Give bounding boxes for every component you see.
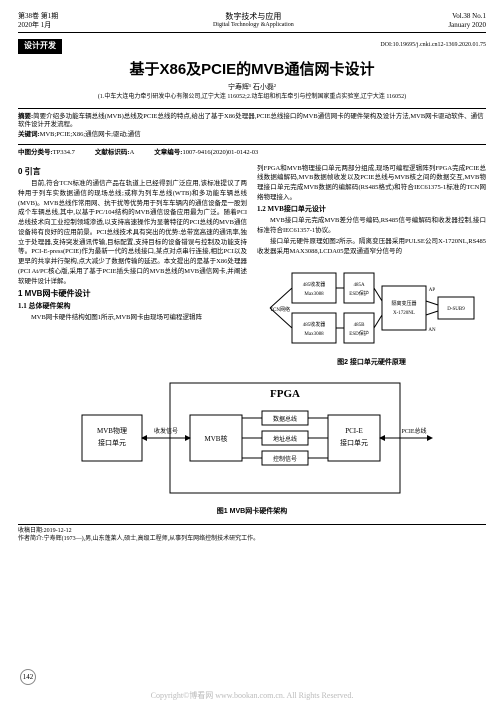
sec1-2-p2: 接口单元硬件原理如图2所示。隔离变压器采用PULSE公司X-1720NL,RS4… <box>257 237 486 257</box>
fig1-data-l: 数据总线 <box>273 415 297 423</box>
sec0-heading: 0 引言 <box>18 167 247 177</box>
fig1-phy-box <box>82 415 142 461</box>
fig2-esdb-l1: 485B <box>353 323 365 328</box>
artno: 文章编号:1007-9416(2020)01-0142-03 <box>154 149 258 157</box>
authors: 宁寿辉¹ 石小磊² <box>18 83 486 92</box>
footer: 收稿日期:2019-12-12 作者简介:宁寿辉(1973—),男,山东蓬莱人,… <box>18 524 486 544</box>
fig2-rx-l1: 485收发器 <box>302 321 325 328</box>
figure-1: FPGA MVB物理 接口单元 MVB核 PCI-E 接口单元 数据总线 地址总… <box>18 375 486 516</box>
keywords-text: MVB;PCIE;X86;通信网卡;驱动;通信 <box>40 131 141 138</box>
col-right: 列FPGA和MVB物理接口单元两部分组成,现场可编程逻辑阵列FPGA完成PCIE… <box>257 164 486 371</box>
date-cn: 2020年 1月 <box>18 21 58 30</box>
fig1-pcie-l1: PCI-E <box>345 427 363 435</box>
page-number: 142 <box>20 669 36 685</box>
fig2-caption: 图2 接口单元硬件原理 <box>257 358 486 367</box>
fig2-esda-box <box>344 273 374 303</box>
page-root: 第38卷 第1期 2020年 1月 数字技术与应用 Digital Techno… <box>0 0 504 556</box>
section-tag: 设计开发 <box>18 39 62 53</box>
fig1-pcie-box <box>328 415 380 461</box>
fig2-ap-label: AP <box>428 288 435 293</box>
fig2-xfmr-l2: X-1720NL <box>393 311 415 316</box>
fig2-tx-box <box>292 273 336 303</box>
fig1-left-arrow-l: 收发信号 <box>154 427 178 435</box>
fig1-pcie-l2: 接口单元 <box>340 438 368 447</box>
keywords-label: 关键词: <box>18 131 40 138</box>
page-header: 第38卷 第1期 2020年 1月 数字技术与应用 Digital Techno… <box>18 12 486 33</box>
vol-en: Vol.38 No.1 <box>448 12 486 21</box>
fig2-rx-box <box>292 313 336 343</box>
recv-date: 收稿日期:2019-12-12 <box>18 528 486 536</box>
fig1-caption: 图1 MVB网卡硬件架构 <box>18 507 486 516</box>
article-title: 基于X86及PCIE的MVB通信网卡设计 <box>18 60 486 80</box>
fig1-fpga-label: FPGA <box>270 388 300 400</box>
header-center: 数字技术与应用 Digital Technology &Application <box>213 12 294 30</box>
header-right: Vol.38 No.1 January 2020 <box>448 12 486 30</box>
fig2-esda-l1: 485A <box>353 283 365 288</box>
fig2-esda-l2: ESD保护 <box>349 290 368 297</box>
fig1-svg: FPGA MVB物理 接口单元 MVB核 PCI-E 接口单元 数据总线 地址总… <box>62 375 442 505</box>
fig1-phy-l2: 接口单元 <box>98 438 126 447</box>
fig2-xfmr-l1: 隔离变压器 <box>391 300 416 307</box>
body-columns: 0 引言 目前,符合TCN标准的通信产品在轨道上已经得到广泛应用,该标准提议了两… <box>18 164 486 371</box>
fig1-ctrl-l: 控制信号 <box>273 455 297 463</box>
fig2-esdb-l2: ESD保护 <box>349 330 368 337</box>
doi: DOI:10.19695/j.cnki.cn12-1369.2020.01.75 <box>380 42 486 50</box>
header-left: 第38卷 第1期 2020年 1月 <box>18 12 58 30</box>
vol-cn: 第38卷 第1期 <box>18 12 58 21</box>
sec1-2-heading: 1.2 MVB接口单元设计 <box>257 205 486 214</box>
fig2-svg: TCN网络 485收发器 Max3088 485收发器 Max3088 485A… <box>262 261 482 356</box>
tag-row: 设计开发 DOI:10.19695/j.cnki.cn12-1369.2020.… <box>18 39 486 53</box>
copyright-watermark: Copyright©博看网 www.bookan.com.cn. All Rig… <box>0 690 504 701</box>
fig1-mvb-l: MVB核 <box>205 434 228 443</box>
abstract-text: 简要介绍多功能车辆总线(MVB)总线及PCIE总线的特点,给出了基于X86处理器… <box>18 113 484 128</box>
clc: 中图分类号:TP334.7 <box>18 149 75 157</box>
author-bio: 作者简介:宁寿辉(1973—),男,山东蓬莱人,硕士,高级工程师,从事列车网络控… <box>18 536 486 544</box>
sec1-1-p: MVB网卡硬件结构如图1所示,MVB网卡由现场可编程逻辑阵 <box>18 313 247 323</box>
sec1-1-heading: 1.1 总体硬件架构 <box>18 302 247 311</box>
date-en: January 2020 <box>448 21 486 30</box>
fig1-addr-l: 地址总线 <box>273 435 297 443</box>
fig2-xfmr-box <box>382 286 426 330</box>
sec1-2-p1: MVB接口单元完成MVB差分信号编码,RS485信号编解码和收发器控制,接口标准… <box>257 216 486 236</box>
doccode: 文献标识码:A <box>95 149 134 157</box>
col2-p1: 列FPGA和MVB物理接口单元两部分组成,现场可编程逻辑阵列FPGA完成PCIE… <box>257 164 486 203</box>
figure-2: TCN网络 485收发器 Max3088 485收发器 Max3088 485A… <box>257 261 486 367</box>
fig2-rx-l2: Max3088 <box>304 332 324 337</box>
fig2-tx-l2: Max3088 <box>304 292 324 297</box>
keywords-row: 关键词:MVB;PCIE;X86;通信网卡;驱动;通信 <box>18 131 486 139</box>
sec1-heading: 1 MVB网卡硬件设计 <box>18 289 247 299</box>
affiliation: (1.中车大连电力牵引研发中心有限公司,辽宁大连 116052;2.动车组和机车… <box>18 94 486 102</box>
abstract-block: 摘要:简要介绍多功能车辆总线(MVB)总线及PCIE总线的特点,给出了基于X86… <box>18 108 486 145</box>
abstract-row: 摘要:简要介绍多功能车辆总线(MVB)总线及PCIE总线的特点,给出了基于X86… <box>18 113 486 130</box>
journal-cn: 数字技术与应用 <box>213 12 294 22</box>
classification-row: 中图分类号:TP334.7 文献标识码:A 文章编号:1007-9416(202… <box>18 149 486 157</box>
fig1-right-arrow-l: PCIE总线 <box>401 427 426 435</box>
col-left: 0 引言 目前,符合TCN标准的通信产品在轨道上已经得到广泛应用,该标准提议了两… <box>18 164 247 371</box>
sec0-p1: 目前,符合TCN标准的通信产品在轨道上已经得到广泛应用,该标准提议了两种用于列车… <box>18 179 247 286</box>
fig1-phy-l1: MVB物理 <box>97 426 127 435</box>
journal-en: Digital Technology &Application <box>213 22 294 30</box>
fig2-an-label: AN <box>428 328 436 333</box>
abstract-label: 摘要: <box>18 113 33 120</box>
page-num-circle: 142 <box>20 669 36 685</box>
fig2-dsub-l: D-SUB9 <box>447 307 465 312</box>
fig2-tx-l1: 485收发器 <box>302 281 325 288</box>
fig2-tcn-label: TCN网络 <box>269 306 289 313</box>
fig2-esdb-box <box>344 313 374 343</box>
